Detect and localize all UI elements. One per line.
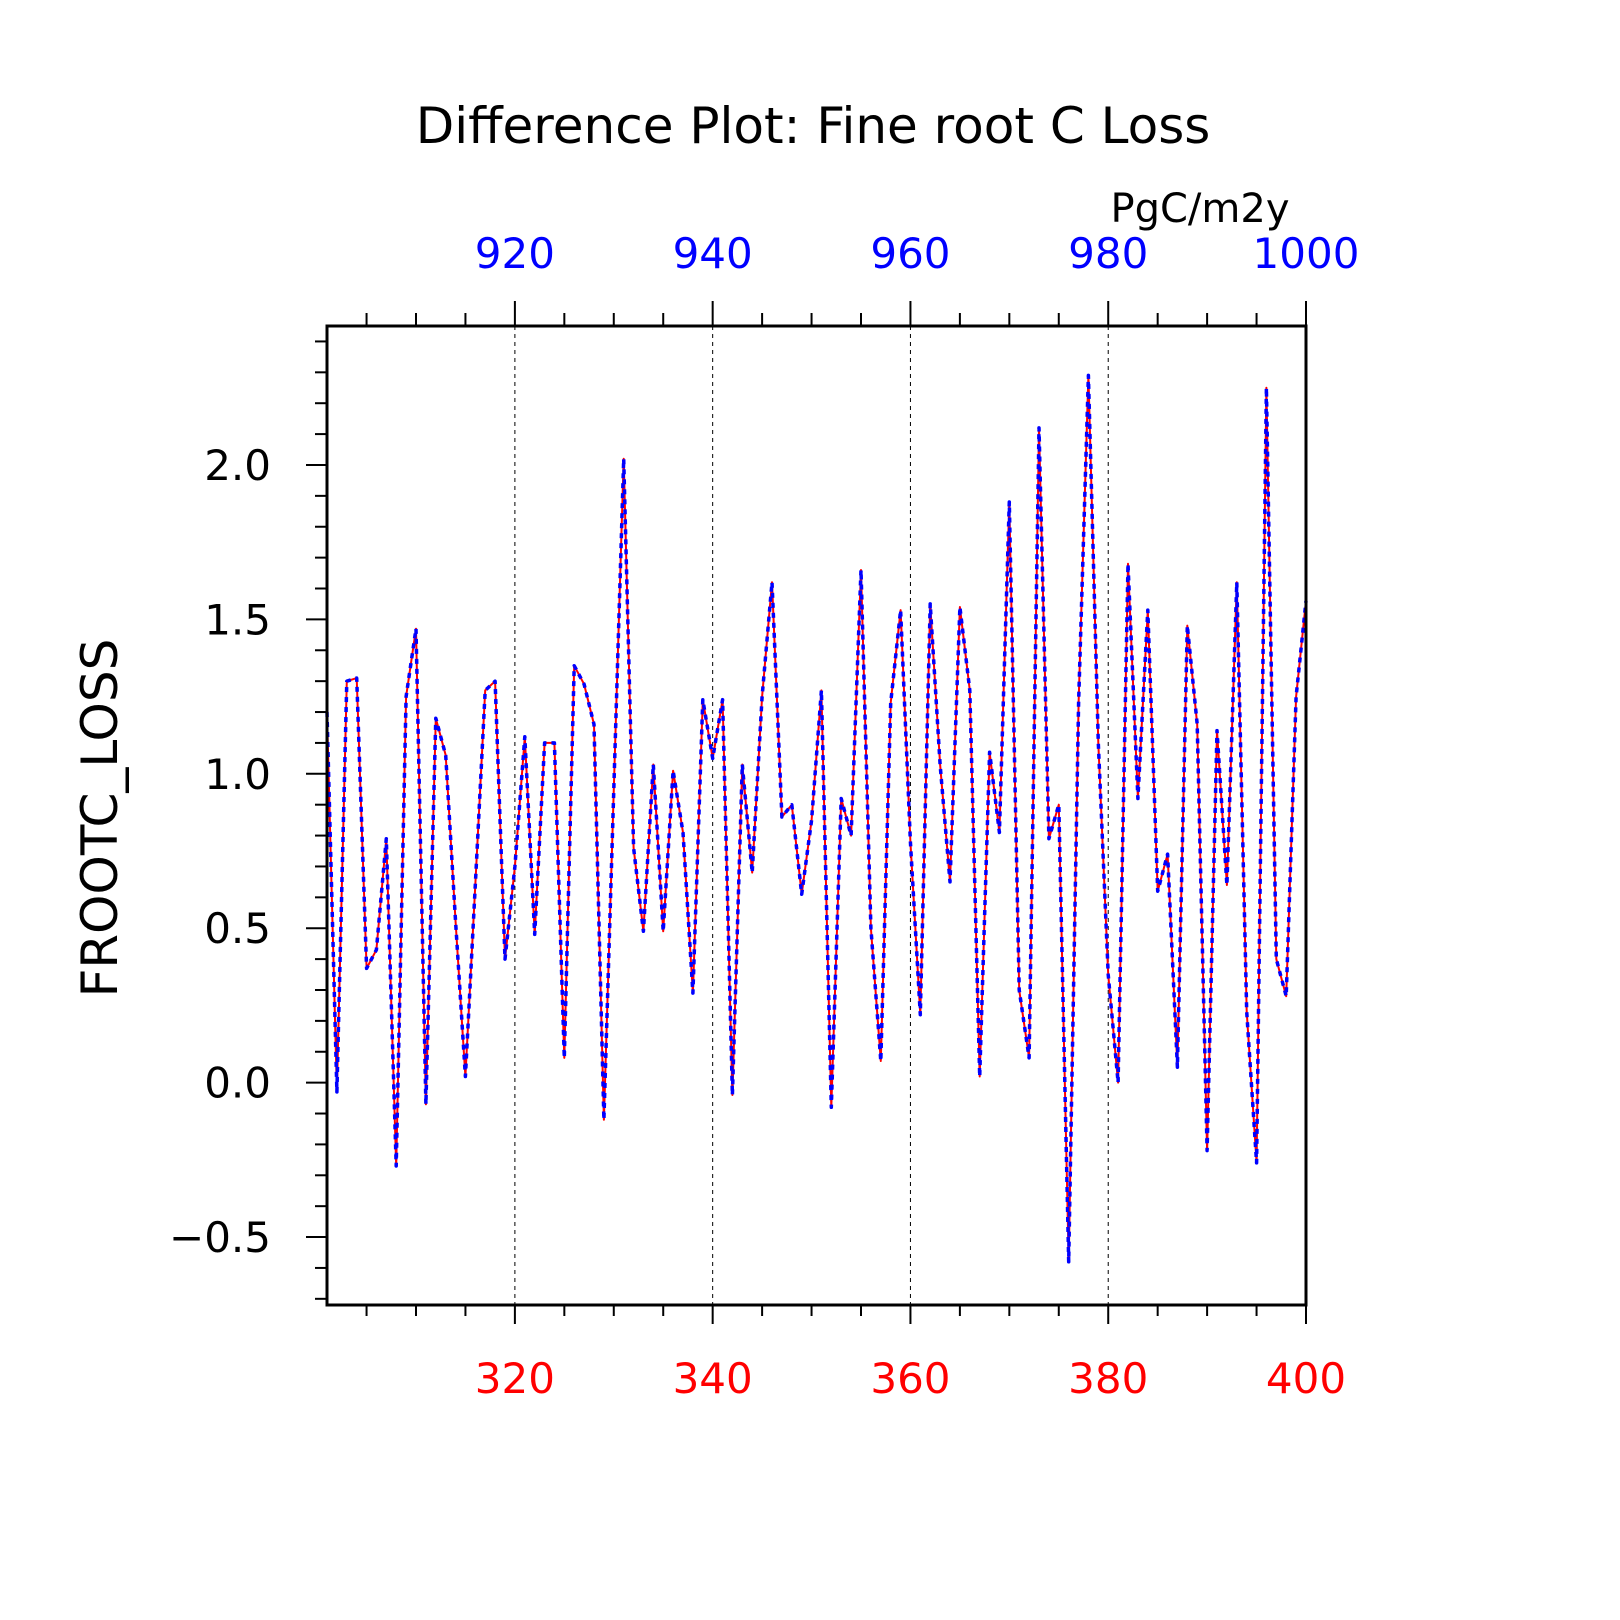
x-tick-label: 380 (1068, 1354, 1148, 1403)
series-line (325, 373, 1308, 1264)
units-label: PgC/m2y (1110, 186, 1289, 232)
x-tick-label: 320 (475, 1354, 555, 1403)
top-x-tick-label: 980 (1068, 229, 1148, 278)
y-tick-label: 0.0 (204, 1059, 271, 1108)
data-series (325, 373, 1308, 1264)
y-tick-label: 1.0 (204, 750, 271, 799)
y-tick-label: 2.0 (204, 441, 271, 490)
y-tick-label: −0.5 (169, 1213, 271, 1262)
x-tick-label: 400 (1266, 1354, 1346, 1403)
axes (306, 301, 1308, 1324)
y-tick-label: 0.5 (204, 904, 271, 953)
top-x-tick-label: 1000 (1253, 229, 1360, 278)
top-x-tick-label: 940 (673, 229, 753, 278)
top-x-tick-label: 920 (475, 229, 555, 278)
x-tick-label: 340 (673, 1354, 753, 1403)
x-tick-label: 360 (870, 1354, 950, 1403)
top-x-tick-label: 960 (870, 229, 950, 278)
y-tick-label: 1.5 (204, 595, 271, 644)
chart-title: Difference Plot: Fine root C Loss (416, 97, 1211, 155)
y-axis-label: FROOTC_LOSS (71, 639, 129, 998)
plot-frame (325, 324, 1308, 1307)
tick-labels: 320 340 360 380 400 920 940 960 980 1000 −0.5 0.0 0.… (169, 229, 1359, 1403)
